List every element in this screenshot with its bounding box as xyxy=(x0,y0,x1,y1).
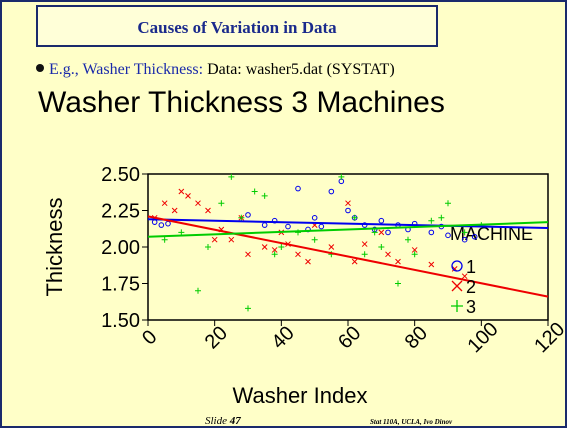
y-tick-label: 2.00 xyxy=(101,237,140,259)
point xyxy=(378,229,385,236)
point xyxy=(338,173,345,180)
slide-num: 47 xyxy=(229,415,242,427)
point xyxy=(228,173,235,180)
point xyxy=(411,251,418,258)
point xyxy=(311,236,318,243)
legend-marker xyxy=(451,300,463,312)
point xyxy=(158,222,165,228)
point xyxy=(311,215,318,221)
point xyxy=(378,244,385,250)
point xyxy=(385,229,391,236)
legend-label: 2 xyxy=(466,277,476,297)
point xyxy=(405,236,411,243)
footer: Stat 110A, UCLA, Ivo Dinov xyxy=(370,418,453,426)
point xyxy=(428,217,435,224)
point xyxy=(238,214,245,221)
point xyxy=(205,244,211,250)
point xyxy=(361,222,368,228)
point xyxy=(361,251,368,258)
point xyxy=(445,200,451,207)
point xyxy=(385,251,391,258)
y-tick-label: 1.50 xyxy=(101,310,140,332)
point xyxy=(271,251,278,258)
point xyxy=(295,251,301,258)
y-tick-label: 2.50 xyxy=(101,164,140,186)
point xyxy=(251,188,258,195)
slide-label: Slide xyxy=(205,415,227,427)
bullet-text: E.g., Washer Thickness: Data: washer5.da… xyxy=(49,61,395,78)
bullet-lead: E.g., Washer Thickness: xyxy=(49,61,203,78)
y-tick-label: 2.25 xyxy=(101,201,140,223)
point xyxy=(461,236,468,243)
y-tick-label: 1.75 xyxy=(101,274,140,296)
slide-number: Slide 47 xyxy=(205,415,241,427)
point xyxy=(218,200,225,207)
bullet-rest: Data: washer5.dat (SYSTAT) xyxy=(207,61,395,78)
point xyxy=(205,207,211,214)
fit-line xyxy=(147,221,549,238)
legend-label: 3 xyxy=(466,297,476,317)
point xyxy=(395,280,401,287)
point xyxy=(245,251,251,258)
point xyxy=(361,241,368,247)
legend-item: 1 xyxy=(451,257,476,277)
point xyxy=(295,185,301,192)
fit-line xyxy=(147,215,549,298)
point xyxy=(378,217,385,224)
legend-label: 1 xyxy=(466,257,476,277)
point xyxy=(351,258,358,265)
point xyxy=(305,258,311,265)
point xyxy=(185,193,191,199)
point xyxy=(345,207,351,214)
point xyxy=(428,261,435,268)
title-box xyxy=(36,5,438,47)
point xyxy=(261,244,268,250)
legend-marker xyxy=(451,260,463,272)
point xyxy=(395,258,401,265)
y-axis-label: Thickness xyxy=(42,197,67,296)
point xyxy=(411,247,418,253)
point xyxy=(428,229,435,236)
point xyxy=(161,200,168,207)
chart-title: Washer Thickness 3 Machines xyxy=(38,86,445,119)
point xyxy=(161,236,168,243)
point xyxy=(445,232,451,239)
legend-title: MACHINE xyxy=(450,224,533,244)
point xyxy=(245,305,251,312)
point xyxy=(461,229,468,236)
point xyxy=(438,214,445,221)
point xyxy=(371,229,378,236)
point xyxy=(471,233,478,240)
legend-marker xyxy=(451,280,463,292)
point xyxy=(271,247,278,253)
point xyxy=(278,244,285,250)
point xyxy=(328,188,335,195)
slide-title: Causes of Variation in Data xyxy=(137,18,337,37)
point xyxy=(318,223,325,230)
point xyxy=(178,188,185,195)
legend-item: 2 xyxy=(451,277,476,297)
x-axis-label: Washer Index xyxy=(233,383,368,408)
point xyxy=(245,212,251,218)
point xyxy=(195,200,201,207)
legend-item: 3 xyxy=(451,297,476,317)
point xyxy=(261,192,268,199)
point xyxy=(228,236,235,243)
fit-line xyxy=(147,218,549,230)
point xyxy=(211,236,218,243)
point xyxy=(345,200,351,207)
point xyxy=(285,223,291,230)
bullet xyxy=(36,64,44,72)
point xyxy=(461,273,468,280)
point xyxy=(178,229,185,236)
point xyxy=(195,287,201,294)
point xyxy=(351,214,358,221)
point xyxy=(328,244,335,250)
point xyxy=(171,207,178,214)
